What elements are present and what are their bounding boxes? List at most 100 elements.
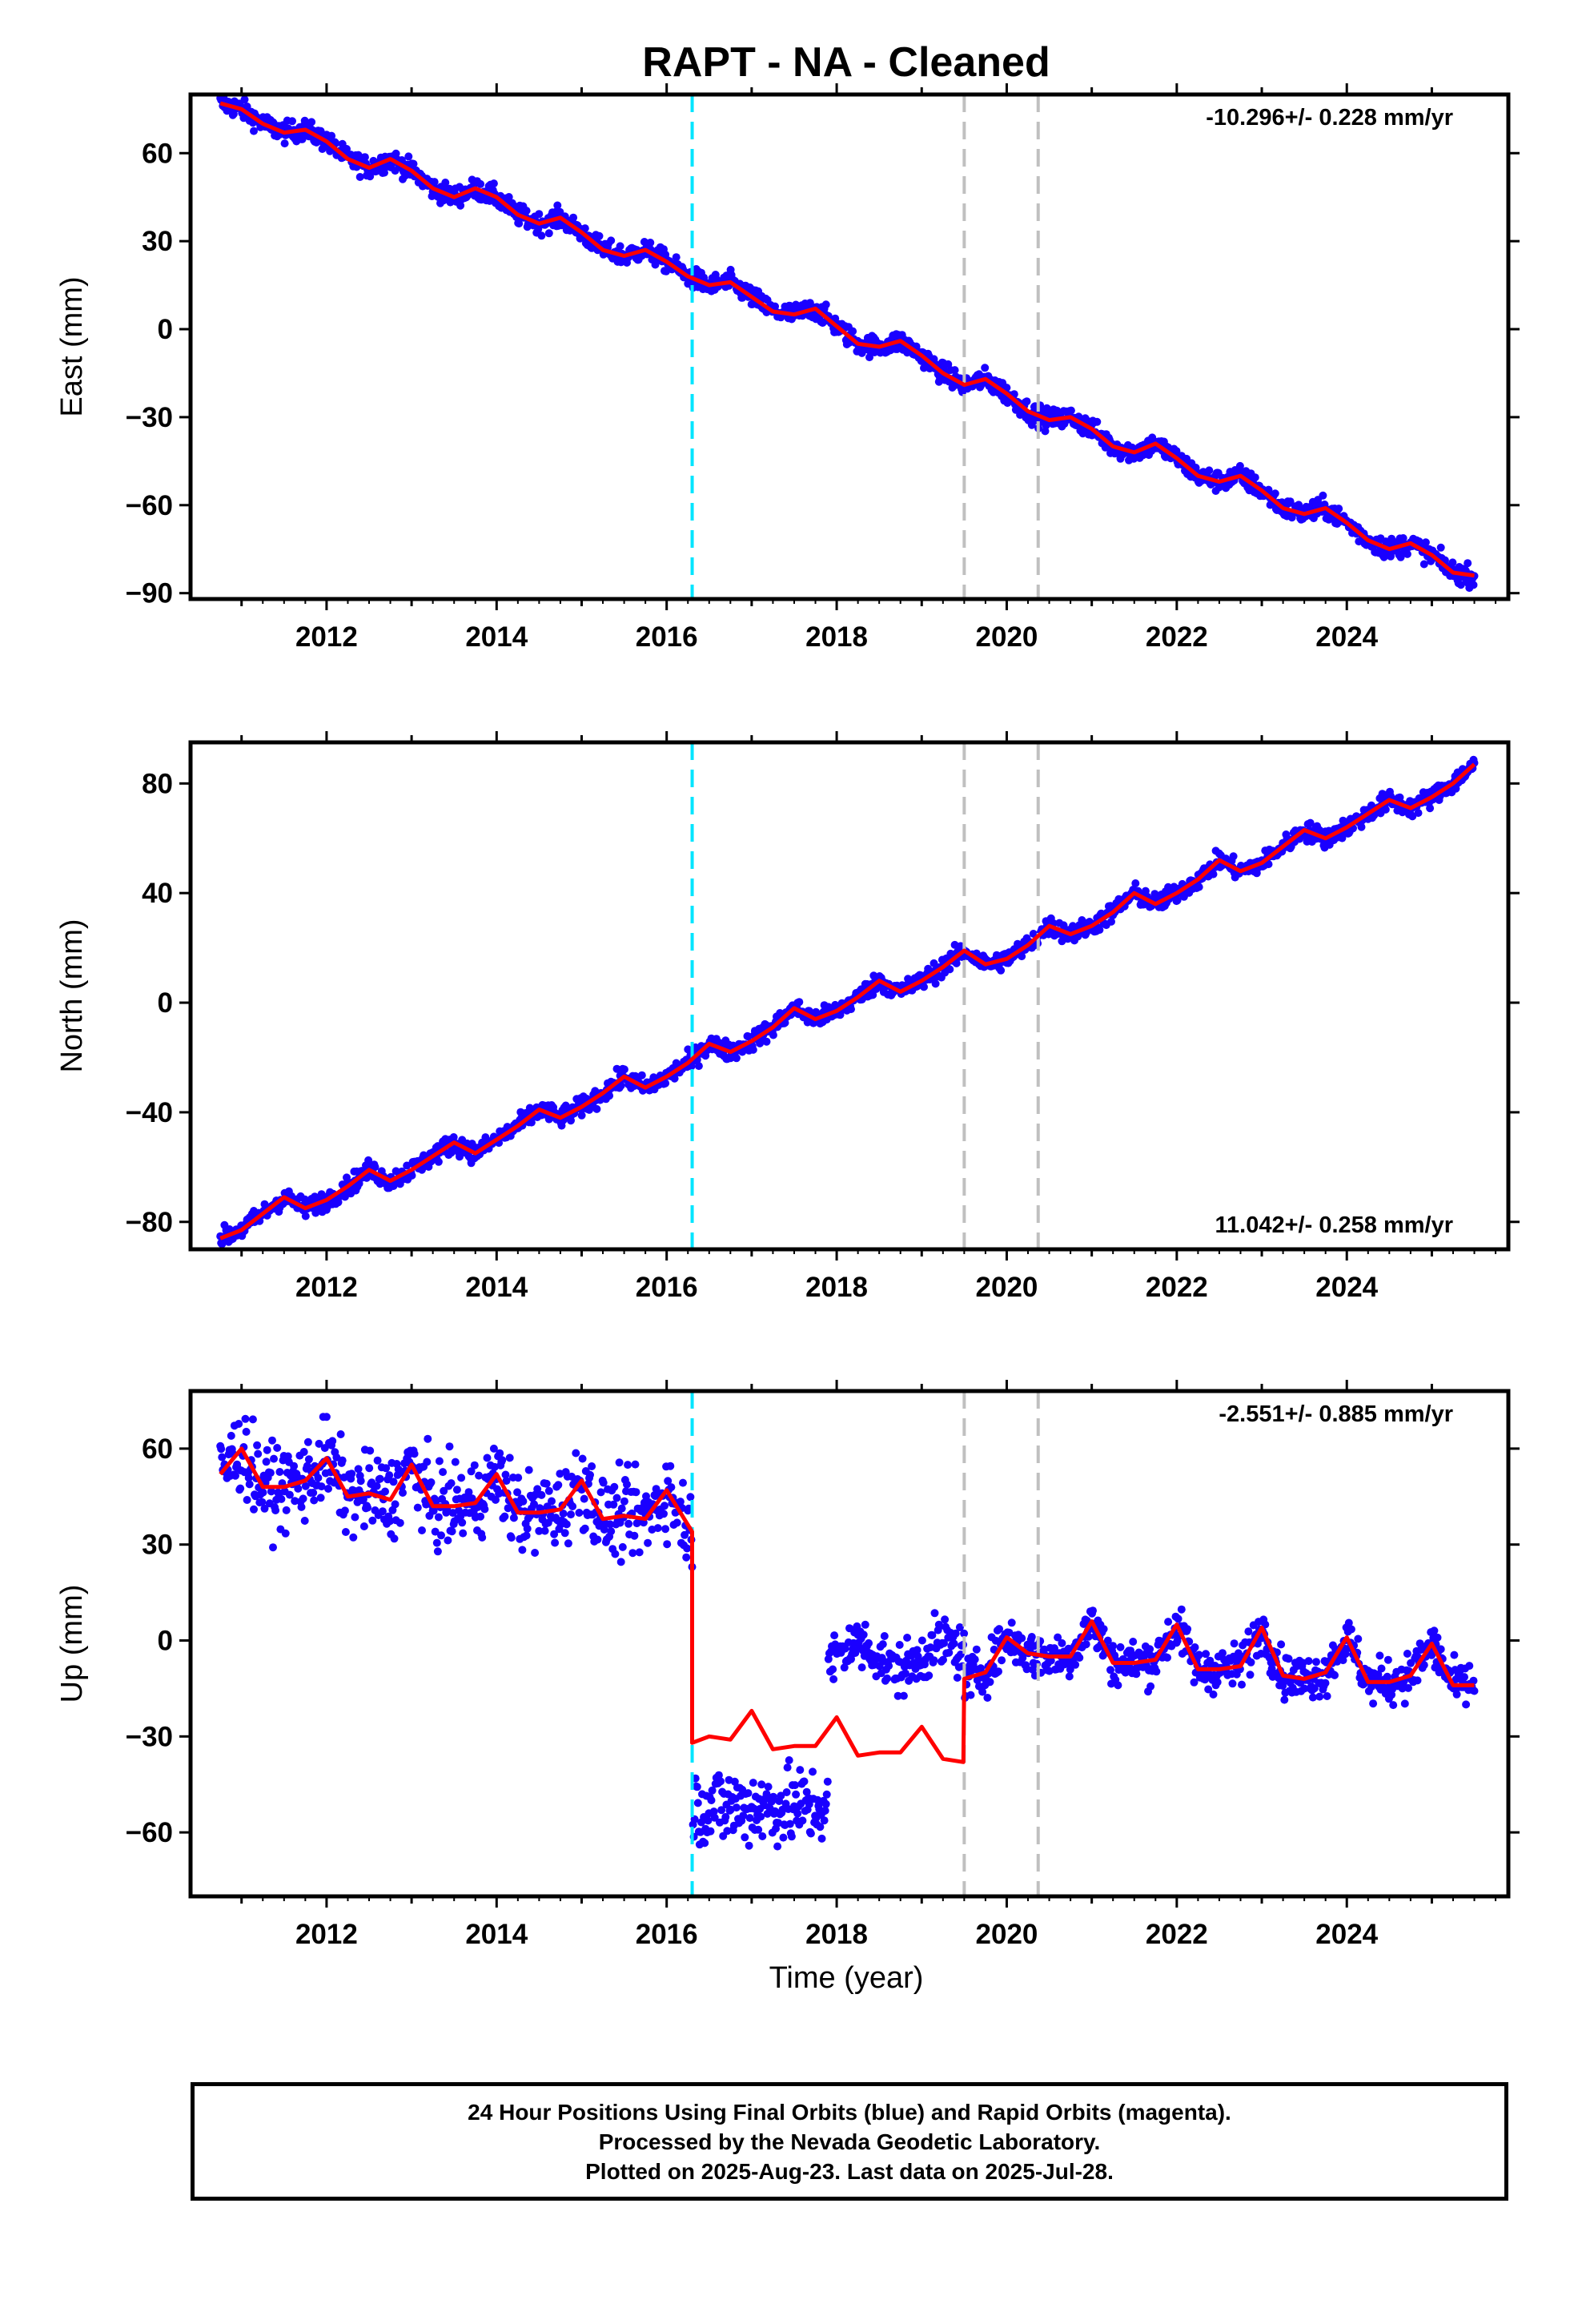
north-data-point	[449, 1133, 458, 1141]
east-data-point	[544, 229, 553, 238]
up-data-point	[1228, 1679, 1237, 1688]
up-data-point	[423, 1458, 432, 1466]
east-data-point	[950, 366, 959, 375]
up-data-point	[829, 1665, 837, 1674]
up-data-point	[1209, 1690, 1218, 1699]
up-data-point	[798, 1816, 807, 1825]
up-panel: 2012 2014 2016 2018 2020 2022 202460300−30−60U…	[55, 1380, 1520, 1950]
up-data-point	[708, 1786, 717, 1795]
up-data-point	[328, 1437, 337, 1445]
up-data-point	[1177, 1605, 1186, 1614]
up-data-point	[607, 1527, 616, 1536]
north-data-point	[408, 1171, 416, 1180]
up-data-point	[653, 1524, 662, 1533]
up-data-point	[624, 1519, 633, 1528]
up-data-point	[913, 1652, 922, 1661]
east-data-point	[1172, 447, 1181, 456]
up-data-point	[285, 1490, 294, 1499]
up-data-point	[1339, 1656, 1347, 1665]
up-data-point	[899, 1691, 908, 1700]
up-data-point	[290, 1462, 299, 1470]
up-data-point	[821, 1799, 830, 1808]
north-data-point	[920, 983, 928, 991]
up-data-point	[673, 1518, 681, 1527]
up-data-point	[707, 1796, 716, 1804]
up-data-point	[732, 1803, 741, 1812]
up-data-point	[953, 1674, 962, 1682]
up-data-point	[304, 1455, 313, 1464]
up-data-point	[717, 1777, 725, 1786]
up-data-point	[773, 1842, 782, 1851]
up-data-point	[787, 1832, 796, 1841]
up-data-point	[492, 1495, 500, 1504]
up-data-point	[1284, 1655, 1293, 1663]
up-data-point	[316, 1494, 325, 1502]
up-data-point	[368, 1516, 377, 1525]
up-y-tick-label: 0	[158, 1626, 173, 1657]
up-data-point	[690, 1815, 699, 1823]
up-data-point	[1071, 1660, 1080, 1669]
east-data-point	[430, 178, 439, 187]
north-data-point	[1209, 870, 1218, 879]
up-data-point	[378, 1507, 387, 1516]
up-data-point	[268, 1436, 276, 1445]
up-data-point	[1084, 1632, 1093, 1641]
east-data-point	[327, 131, 336, 140]
up-data-point	[1132, 1670, 1141, 1679]
up-data-point	[218, 1453, 227, 1462]
up-data-point	[661, 1525, 670, 1534]
up-data-point	[1389, 1701, 1398, 1710]
up-y-axis-label: Up (mm)	[55, 1585, 89, 1703]
up-data-point	[762, 1790, 771, 1799]
up-x-tick-label: 2016	[636, 1919, 698, 1950]
up-data-point	[1247, 1658, 1255, 1667]
up-data-point	[710, 1813, 719, 1822]
up-data-point	[883, 1674, 891, 1683]
up-data-point	[544, 1486, 553, 1495]
up-data-point	[745, 1814, 754, 1823]
up-data-point	[821, 1807, 829, 1815]
east-data-point	[489, 179, 498, 188]
up-data-point	[310, 1496, 319, 1505]
up-data-point	[349, 1533, 358, 1542]
up-data-point	[375, 1474, 384, 1483]
up-data-point	[382, 1464, 391, 1473]
up-data-point	[769, 1792, 777, 1801]
north-data-point	[301, 1212, 310, 1220]
up-data-point	[260, 1504, 269, 1513]
up-data-point	[1007, 1618, 1016, 1627]
east-data-point	[569, 213, 578, 222]
up-data-point	[475, 1471, 484, 1480]
up-data-point	[429, 1506, 438, 1515]
up-y-tick-label: 60	[142, 1433, 173, 1465]
up-data-point	[468, 1494, 476, 1503]
up-data-point	[437, 1531, 445, 1540]
up-data-point	[1403, 1650, 1411, 1658]
up-data-point	[548, 1497, 556, 1506]
up-data-point	[235, 1420, 243, 1428]
up-data-point	[231, 1471, 239, 1480]
east-y-tick-label: 60	[142, 138, 173, 169]
up-rate-label: -2.551+/- 0.885 mm/yr	[1219, 1401, 1453, 1427]
up-data-point	[248, 1415, 257, 1424]
north-data-point	[732, 1054, 741, 1063]
up-data-point	[615, 1458, 624, 1467]
up-data-point	[455, 1506, 463, 1515]
up-data-point	[351, 1513, 359, 1522]
up-x-tick-label: 2018	[805, 1919, 868, 1950]
up-data-point	[524, 1466, 533, 1474]
up-data-point	[241, 1414, 250, 1423]
north-data-point	[1018, 952, 1026, 961]
up-data-point	[1279, 1682, 1287, 1690]
up-data-point	[1174, 1614, 1182, 1623]
up-data-point	[259, 1488, 267, 1497]
up-plot-frame	[188, 1389, 1511, 1899]
up-data-point	[586, 1470, 594, 1479]
up-data-point	[721, 1812, 730, 1821]
north-data-point	[946, 965, 954, 974]
north-data-point	[1131, 879, 1140, 887]
east-x-tick-label: 2014	[465, 621, 528, 653]
up-data-point	[356, 1477, 365, 1486]
up-data-point	[236, 1484, 245, 1493]
up-data-point	[567, 1510, 575, 1519]
